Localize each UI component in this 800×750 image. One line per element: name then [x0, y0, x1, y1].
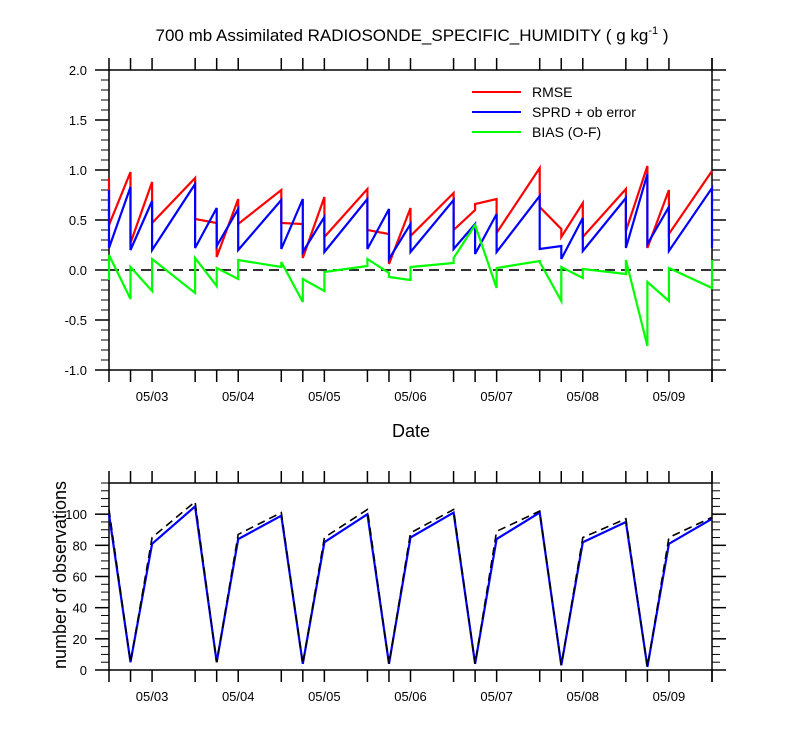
- top-x-tick-label: 05/03: [136, 389, 169, 404]
- top-y-tick-label: 0.5: [69, 213, 87, 228]
- bottom-plot-frame: [108, 482, 713, 671]
- bottom-x-tick-label: 05/09: [653, 689, 686, 704]
- top-y-tick-label: 1.0: [69, 163, 87, 178]
- bottom-x-tick-label: 05/06: [394, 689, 427, 704]
- top-series-bias-o-f: [107, 222, 714, 347]
- bottom-y-tick-label: 60: [73, 570, 87, 585]
- top-x-axis-label: Date: [392, 421, 430, 441]
- bottom-x-tick-label: 05/08: [567, 689, 600, 704]
- top-y-tick-label: 0.0: [69, 263, 87, 278]
- legend: RMSE SPRD + ob error BIAS (O-F): [472, 84, 636, 140]
- top-x-tick-label: 05/05: [308, 389, 341, 404]
- top-y-tick-label: 1.5: [69, 113, 87, 128]
- top-plot: 05/03 05/04 05/05 05/06 05/07 05/08 05/09 2.0 1.…: [65, 58, 726, 404]
- bottom-y-tick-label: 0: [80, 663, 87, 678]
- top-x-tick-label: 05/06: [394, 389, 427, 404]
- bottom-y-tick-label: 40: [73, 601, 87, 616]
- top-y-tick-label: -1.0: [65, 363, 87, 378]
- top-x-tick-label: 05/08: [567, 389, 600, 404]
- legend-label-rmse: RMSE: [532, 84, 572, 100]
- top-y-tick-label: -0.5: [65, 313, 87, 328]
- legend-label-bias: BIAS (O-F): [532, 124, 601, 140]
- legend-label-sprd: SPRD + ob error: [532, 104, 636, 120]
- bottom-y-tick-label: 80: [73, 538, 87, 553]
- bottom-y-axis-label: number of observations: [50, 481, 70, 669]
- bottom-x-tick-label: 05/07: [480, 689, 513, 704]
- bottom-x-tick-label: 05/03: [136, 689, 169, 704]
- chart-title: 700 mb Assimilated RADIOSONDE_SPECIFIC_H…: [156, 25, 669, 45]
- top-x-tick-label: 05/04: [222, 389, 255, 404]
- top-series-sprd-ob-error: [107, 173, 714, 263]
- bottom-y-tick-label: 20: [73, 632, 87, 647]
- top-x-tick-label: 05/09: [653, 389, 686, 404]
- bottom-x-tick-label: 05/04: [222, 689, 255, 704]
- bottom-x-tick-label: 05/05: [308, 689, 341, 704]
- top-y-tick-label: 2.0: [69, 63, 87, 78]
- bottom-y-tick-label: 100: [65, 507, 87, 522]
- top-x-tick-label: 05/07: [480, 389, 513, 404]
- bottom-series-possible-observations: [108, 500, 713, 668]
- bottom-plot: 05/03 05/04 05/05 05/06 05/07 05/08 05/09 0 20 40…: [65, 471, 726, 704]
